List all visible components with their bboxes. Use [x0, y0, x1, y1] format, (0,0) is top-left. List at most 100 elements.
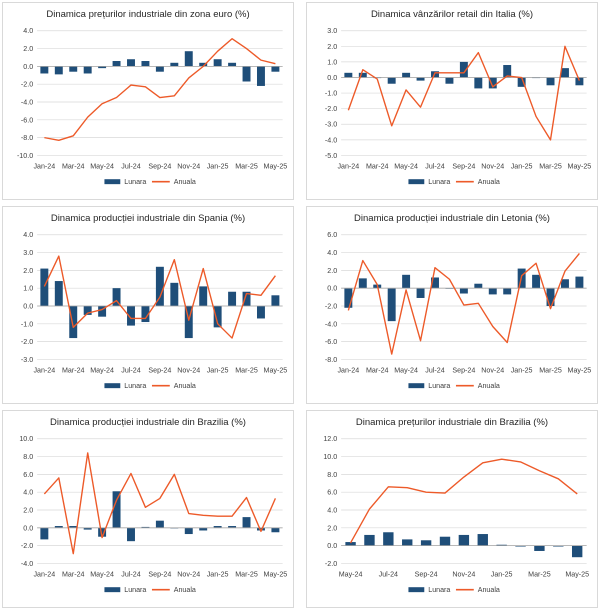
y-tick-label: 0.0 — [23, 302, 33, 310]
y-tick-label: -8.0 — [325, 356, 337, 364]
bar-lunara — [532, 274, 541, 289]
x-tick-label: May-24 — [90, 366, 114, 374]
bar-lunara — [155, 66, 164, 72]
bar-lunara — [402, 72, 411, 78]
bar-lunara — [546, 77, 555, 86]
chart-svg: Dinamica producției industriale din Leto… — [325, 213, 591, 390]
y-tick-label: 8.0 — [327, 471, 337, 479]
x-tick-label: May-24 — [394, 162, 418, 170]
legend-label-anuala: Anuala — [478, 178, 500, 186]
bar-lunara — [416, 77, 425, 81]
bar-lunara — [560, 279, 569, 289]
bar-lunara — [416, 288, 425, 298]
x-tick-label: Jul-24 — [121, 162, 140, 170]
x-tick-label: Jan-25 — [491, 570, 513, 578]
legend-swatch-lunara — [104, 383, 121, 389]
legend-label-anuala: Anuala — [478, 382, 500, 390]
bar-lunara — [534, 545, 545, 551]
y-tick-label: -4.0 — [21, 98, 33, 106]
bar-lunara — [54, 66, 63, 75]
x-tick-label: Jan-24 — [337, 162, 359, 170]
y-tick-label: 1.0 — [327, 58, 337, 66]
bar-lunara — [256, 305, 265, 319]
legend-label-anuala: Anuala — [174, 178, 196, 186]
bar-lunara — [83, 305, 92, 315]
x-tick-label: Jan-24 — [33, 162, 55, 170]
y-tick-label: -2.0 — [325, 105, 337, 113]
y-tick-label: -2.0 — [21, 542, 33, 550]
y-tick-label: 2.0 — [327, 524, 337, 532]
x-tick-label: Jul-24 — [121, 366, 140, 374]
bar-lunara — [364, 534, 375, 546]
bar-lunara — [98, 527, 107, 537]
bar-lunara — [213, 305, 222, 328]
x-tick-label: May-25 — [264, 366, 288, 374]
x-tick-label: Jan-25 — [207, 570, 229, 578]
y-tick-label: 4.0 — [23, 231, 33, 239]
chart-panel-latvia-industrial-production: Dinamica producției industriale din Leto… — [306, 206, 598, 404]
y-tick-label: -2.0 — [325, 560, 337, 568]
bar-lunara — [358, 278, 367, 289]
x-tick-label: Mar-24 — [366, 162, 389, 170]
bar-lunara — [170, 282, 179, 306]
y-tick-label: 4.0 — [327, 506, 337, 514]
chart-svg: Dinamica producției industriale din Braz… — [19, 417, 287, 594]
y-tick-label: -1.0 — [21, 320, 33, 328]
y-tick-label: -2.0 — [21, 338, 33, 346]
bar-lunara — [242, 517, 251, 528]
y-tick-label: -4.0 — [325, 136, 337, 144]
bar-lunara — [458, 534, 470, 546]
chart-title: Dinamica producției industriale din Leto… — [354, 213, 550, 224]
y-tick-label: 4.0 — [327, 249, 337, 257]
x-tick-label: May-25 — [568, 162, 592, 170]
bar-lunara — [571, 545, 583, 558]
line-anuala — [347, 252, 580, 355]
bar-lunara — [127, 527, 135, 542]
bar-lunara — [40, 66, 49, 74]
bar-lunara — [141, 305, 150, 323]
legend-label-lunara: Lunara — [428, 382, 450, 390]
bar-lunara — [431, 277, 439, 289]
x-tick-label: Nov-24 — [177, 366, 200, 374]
bar-lunara — [40, 268, 49, 306]
bar-lunara — [54, 526, 63, 528]
chart-panel-brazil-industrial-production: Dinamica producției industriale din Braz… — [2, 410, 294, 608]
x-tick-label: Sep-24 — [452, 162, 475, 170]
bar-lunara — [387, 77, 396, 84]
y-tick-label: -6.0 — [325, 338, 337, 346]
bar-lunara — [184, 527, 193, 535]
x-tick-label: Nov-24 — [177, 162, 200, 170]
y-tick-label: -10.0 — [17, 152, 33, 160]
bar-lunara — [420, 540, 432, 546]
bar-lunara — [155, 266, 164, 306]
bar-lunara — [256, 527, 265, 531]
y-tick-label: 6.0 — [327, 489, 337, 497]
bar-lunara — [54, 281, 63, 306]
x-tick-label: Nov-24 — [177, 570, 200, 578]
line-anuala — [43, 452, 277, 555]
x-tick-label: May-25 — [264, 162, 288, 170]
bar-lunara — [345, 542, 356, 546]
y-tick-label: 10.0 — [323, 453, 337, 461]
chart-svg: Dinamica vânzărilor retail din Italia (%… — [325, 9, 592, 186]
bar-lunara — [69, 66, 78, 72]
x-tick-label: Mar-25 — [539, 162, 562, 170]
legend-swatch-lunara — [104, 179, 121, 185]
y-tick-label: 10.0 — [19, 435, 33, 443]
y-tick-label: 0.0 — [23, 524, 33, 532]
x-tick-label: Sep-24 — [148, 570, 171, 578]
bar-lunara — [112, 491, 121, 528]
y-tick-label: -4.0 — [325, 320, 337, 328]
legend-swatch-lunara — [408, 383, 425, 389]
bar-lunara — [488, 77, 497, 89]
x-tick-label: Jan-24 — [33, 366, 55, 374]
bar-lunara — [112, 288, 121, 306]
bar-lunara — [184, 305, 193, 339]
bar-lunara — [402, 539, 413, 546]
legend-label-lunara: Lunara — [428, 178, 450, 186]
y-tick-label: -3.0 — [21, 356, 33, 364]
bar-lunara — [383, 532, 394, 546]
bar-lunara — [488, 288, 497, 295]
bar-lunara — [83, 527, 92, 530]
chart-svg: Dinamica prețurilor industriale din zona… — [17, 9, 288, 186]
